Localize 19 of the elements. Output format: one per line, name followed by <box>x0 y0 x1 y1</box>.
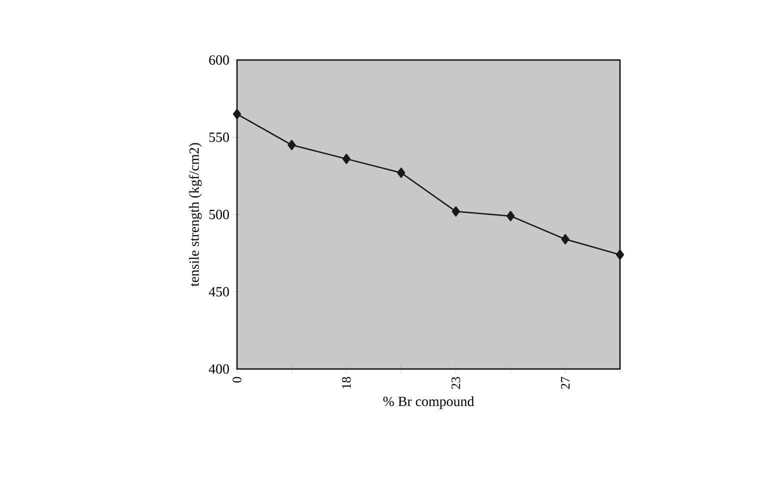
x-tick-label: 18 <box>342 377 351 388</box>
point <box>232 108 242 120</box>
x-axis-title: % Br compound <box>383 396 474 409</box>
point <box>452 206 460 217</box>
y-tick-label: 600 <box>209 55 229 65</box>
point <box>288 140 296 150</box>
point <box>342 154 350 164</box>
point <box>397 168 406 178</box>
y-axis-title: tensile strength (kgf/cm2) <box>188 143 202 286</box>
x-tick-label: 23 <box>452 377 460 389</box>
x-tick-label: 0 <box>232 377 242 382</box>
point <box>506 210 515 222</box>
point <box>616 249 624 260</box>
x-tick-label: 27 <box>561 376 570 389</box>
point <box>561 234 570 244</box>
y-tick-label: 550 <box>209 132 229 142</box>
y-tick-label: 500 <box>209 210 229 220</box>
y-tick-label: 400 <box>208 364 229 374</box>
y-tick-label: 450 <box>208 287 229 296</box>
